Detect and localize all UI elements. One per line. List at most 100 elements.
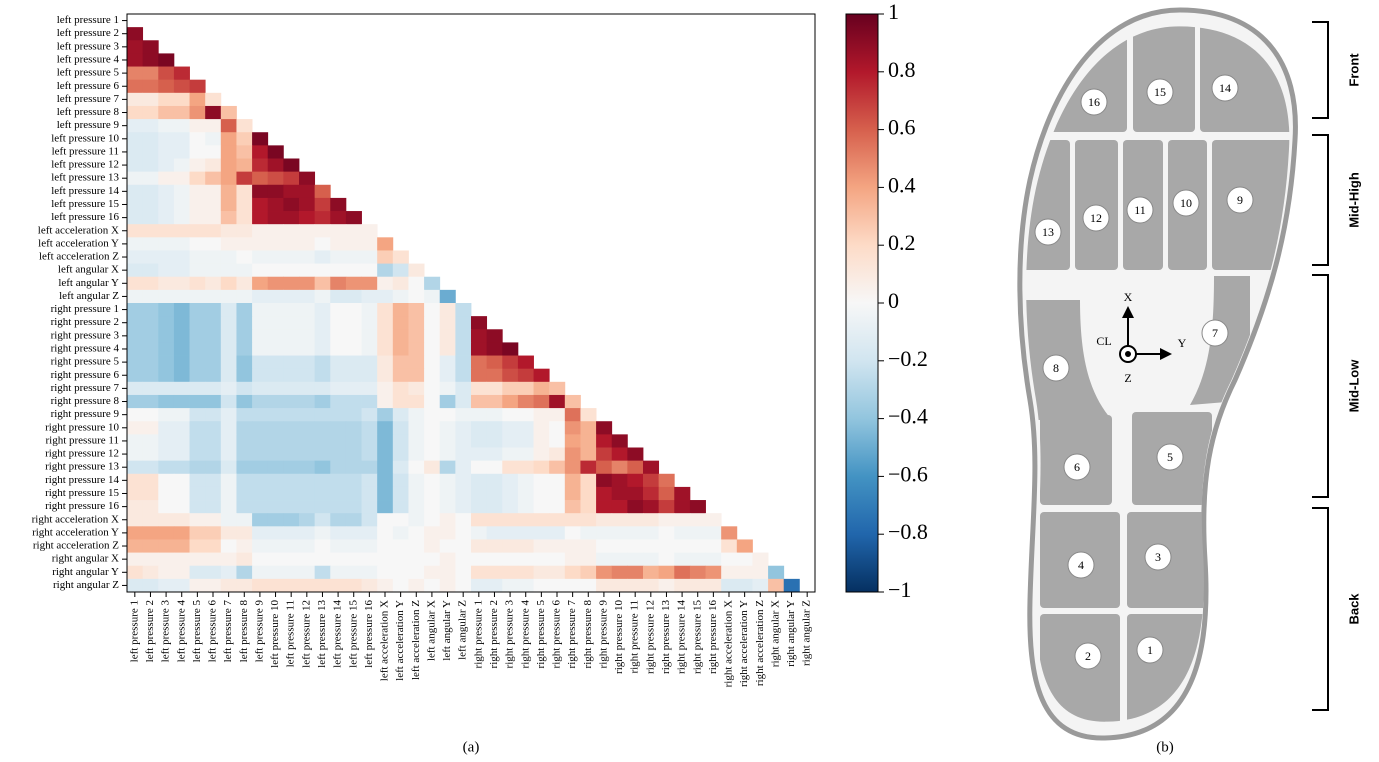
- heat-cell: [533, 394, 550, 409]
- heat-cell: [173, 500, 190, 514]
- heat-cell: [252, 263, 269, 278]
- colorbar-tick-label: 0.6: [888, 115, 916, 140]
- heat-cell: [502, 578, 519, 593]
- heat-cell: [127, 40, 144, 54]
- heat-cell: [220, 513, 237, 527]
- heat-cell: [330, 342, 347, 356]
- heat-cell: [611, 500, 628, 514]
- heat-cell: [252, 184, 269, 199]
- heat-cell: [345, 539, 362, 553]
- heat-cell: [142, 552, 159, 567]
- caption-a: (a): [463, 739, 480, 755]
- heat-cell: [299, 578, 316, 593]
- heat-cell: [502, 473, 519, 488]
- heat-cell: [142, 578, 159, 593]
- heat-cell: [142, 211, 159, 225]
- y-tick-label: right pressure 15: [45, 487, 119, 499]
- heat-cell: [424, 552, 441, 567]
- heat-cell: [408, 381, 425, 396]
- heat-cell: [283, 486, 300, 501]
- origin-label: CL: [1096, 334, 1111, 348]
- heat-cell: [439, 394, 456, 409]
- heat-cell: [408, 578, 425, 593]
- heat-cell: [173, 171, 190, 186]
- heat-cell: [611, 552, 628, 567]
- heat-cell: [142, 329, 159, 343]
- heat-cell: [173, 408, 190, 422]
- y-tick-label: left pressure 1: [57, 14, 119, 26]
- x-tick-label: right pressure 14: [676, 600, 688, 674]
- heat-cell: [408, 447, 425, 462]
- heat-cell: [345, 473, 362, 488]
- heat-cell: [471, 316, 488, 330]
- heat-cell: [658, 578, 675, 593]
- heat-cell: [158, 132, 175, 146]
- heat-cell: [580, 578, 597, 593]
- heat-cell: [377, 460, 394, 475]
- heat-cell: [533, 526, 550, 540]
- heat-cell: [721, 565, 738, 580]
- heat-cell: [142, 486, 159, 501]
- heat-cell: [189, 237, 206, 251]
- sensor-label: 2: [1085, 649, 1091, 663]
- caption-b: (b): [1156, 739, 1174, 755]
- heat-cell: [205, 197, 222, 212]
- heat-cell: [267, 145, 284, 159]
- heat-cell: [408, 289, 425, 304]
- y-tick-label: right pressure 11: [45, 434, 119, 446]
- heat-cell: [283, 447, 300, 462]
- heat-cell: [471, 460, 488, 475]
- heat-cell: [486, 552, 503, 567]
- sensor-label: 15: [1154, 85, 1166, 99]
- heat-cell: [173, 132, 190, 146]
- heat-cell: [205, 447, 222, 462]
- heat-cell: [564, 578, 581, 593]
- heat-cell: [205, 539, 222, 553]
- heat-cell: [580, 434, 597, 448]
- heat-cell: [205, 368, 222, 383]
- heat-cell: [299, 289, 316, 304]
- heat-cell: [361, 316, 378, 330]
- colorbar-tick-label: 0.4: [888, 172, 916, 197]
- heat-cell: [408, 486, 425, 501]
- heat-cell: [517, 355, 534, 370]
- x-tick-label: right angular X: [769, 600, 781, 667]
- y-tick-label: right pressure 7: [51, 382, 120, 394]
- heat-cell: [252, 447, 269, 462]
- heat-cell: [173, 211, 190, 225]
- heat-cell: [267, 473, 284, 488]
- x-tick-label: right pressure 13: [660, 600, 672, 674]
- heat-cell: [627, 486, 644, 501]
- heat-cell: [252, 394, 269, 409]
- heat-cell: [283, 513, 300, 527]
- heat-cell: [596, 565, 613, 580]
- heat-cell: [314, 342, 331, 356]
- heat-cell: [424, 342, 441, 356]
- heat-cell: [564, 434, 581, 448]
- heat-cell: [439, 552, 456, 567]
- x-tick-label: left pressure 7: [222, 600, 234, 663]
- heat-cell: [471, 421, 488, 435]
- heat-cell: [533, 486, 550, 501]
- heat-cell: [439, 578, 456, 593]
- y-tick-label: right pressure 14: [45, 474, 119, 486]
- heat-cell: [205, 303, 222, 317]
- heat-cell: [736, 539, 753, 553]
- heat-cell: [627, 578, 644, 593]
- heat-cell: [392, 447, 409, 462]
- heat-cell: [377, 394, 394, 409]
- heat-cell: [236, 237, 253, 251]
- sensor-label: 12: [1090, 211, 1102, 225]
- heat-cell: [283, 263, 300, 278]
- heat-cell: [533, 434, 550, 448]
- heat-cell: [674, 539, 691, 553]
- heat-cell: [314, 263, 331, 278]
- y-tick-label: right acceleration Z: [33, 540, 119, 552]
- sensor-label: 5: [1167, 450, 1173, 464]
- heat-cell: [517, 565, 534, 580]
- heat-cell: [173, 263, 190, 278]
- y-tick-label: right pressure 9: [51, 408, 120, 420]
- heat-cell: [345, 578, 362, 593]
- heat-cell: [173, 513, 190, 527]
